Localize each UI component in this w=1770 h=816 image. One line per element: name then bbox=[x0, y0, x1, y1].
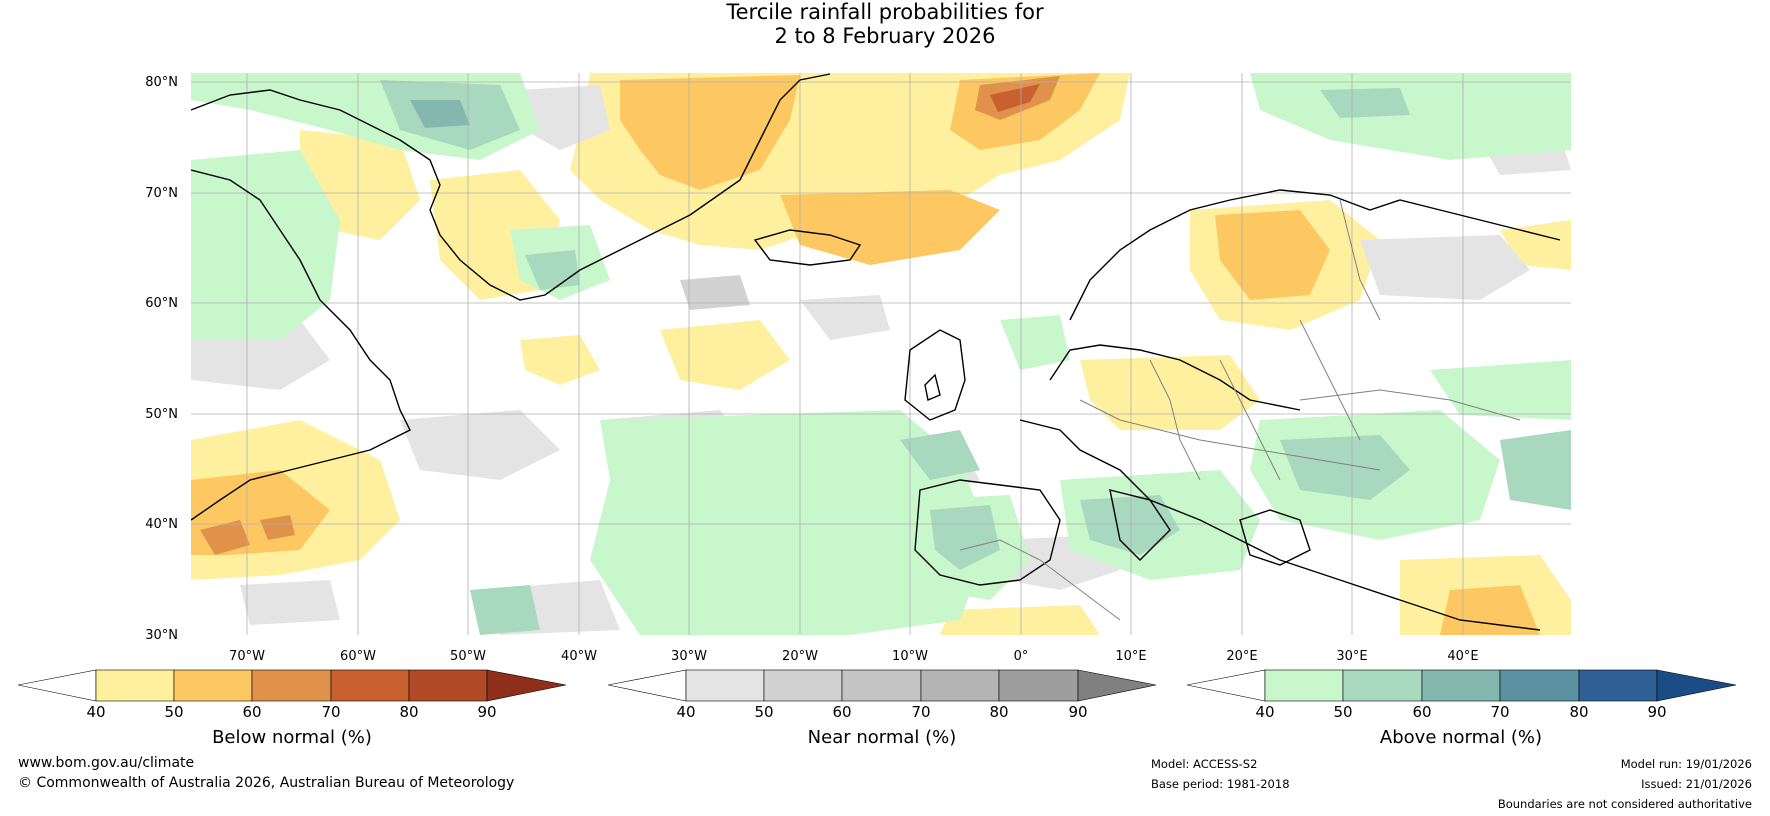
chart-title: Tercile rainfall probabilities for 2 to … bbox=[0, 0, 1770, 48]
lon-label-60w: 60°W bbox=[340, 649, 376, 664]
title-line-2: 2 to 8 February 2026 bbox=[774, 24, 996, 48]
below-tick-60: 60 bbox=[242, 703, 262, 721]
model-run-date: Model run: 19/01/2026 bbox=[1620, 757, 1752, 771]
lon-label-20e: 20°E bbox=[1226, 649, 1258, 664]
near-tick-70: 70 bbox=[911, 703, 931, 721]
below-normal-regions bbox=[191, 73, 1571, 635]
forecast-map bbox=[191, 73, 1571, 635]
lat-label-40n: 40°N bbox=[145, 517, 178, 532]
model-name: Model: ACCESS-S2 bbox=[1151, 757, 1258, 771]
colorbar-near bbox=[607, 669, 1157, 702]
below-tick-70: 70 bbox=[321, 703, 341, 721]
country-borders bbox=[959, 199, 1521, 621]
lon-label-40e: 40°E bbox=[1447, 649, 1479, 664]
graticule bbox=[191, 73, 1571, 635]
near-tick-40: 40 bbox=[676, 703, 696, 721]
lat-label-30n: 30°N bbox=[145, 628, 178, 643]
below-tick-80: 80 bbox=[399, 703, 419, 721]
lon-label-30e: 30°E bbox=[1336, 649, 1368, 664]
lon-label-10e: 10°E bbox=[1115, 649, 1147, 664]
below-normal-title: Below normal (%) bbox=[212, 727, 372, 748]
copyright-notice: © Commonwealth of Australia 2026, Austra… bbox=[18, 775, 515, 791]
lat-label-50n: 50°N bbox=[145, 407, 178, 422]
above-normal-regions bbox=[191, 73, 1571, 635]
issued-date: Issued: 21/01/2026 bbox=[1641, 777, 1752, 791]
lat-label-70n: 70°N bbox=[145, 186, 178, 201]
lon-label-70w: 70°W bbox=[229, 649, 265, 664]
lon-label-40w: 40°W bbox=[561, 649, 597, 664]
coastlines bbox=[191, 73, 1561, 631]
colorbars bbox=[17, 669, 1737, 702]
above-tick-60: 60 bbox=[1412, 703, 1432, 721]
boundaries-disclaimer: Boundaries are not considered authoritat… bbox=[1497, 797, 1752, 811]
near-tick-60: 60 bbox=[832, 703, 852, 721]
bom-url[interactable]: www.bom.gov.au/climate bbox=[18, 755, 195, 771]
above-normal-title: Above normal (%) bbox=[1379, 727, 1543, 748]
lon-label-30w: 30°W bbox=[671, 649, 707, 664]
lon-label-50w: 50°W bbox=[450, 649, 486, 664]
above-tick-80: 80 bbox=[1569, 703, 1589, 721]
lon-label-10w: 10°W bbox=[892, 649, 928, 664]
below-tick-50: 50 bbox=[164, 703, 184, 721]
near-tick-50: 50 bbox=[754, 703, 774, 721]
above-tick-90: 90 bbox=[1647, 703, 1667, 721]
above-tick-70: 70 bbox=[1490, 703, 1510, 721]
below-tick-90: 90 bbox=[477, 703, 497, 721]
lon-label-0: 0° bbox=[1013, 649, 1029, 664]
below-tick-40: 40 bbox=[86, 703, 106, 721]
colorbar-below bbox=[17, 669, 567, 702]
base-period: Base period: 1981-2018 bbox=[1151, 777, 1290, 791]
near-tick-80: 80 bbox=[989, 703, 1009, 721]
above-tick-40: 40 bbox=[1255, 703, 1275, 721]
near-normal-title: Near normal (%) bbox=[807, 727, 957, 748]
lat-label-80n: 80°N bbox=[145, 75, 178, 90]
lon-label-20w: 20°W bbox=[782, 649, 818, 664]
lat-label-60n: 60°N bbox=[145, 296, 178, 311]
near-tick-90: 90 bbox=[1068, 703, 1088, 721]
colorbar-above bbox=[1186, 669, 1737, 702]
above-tick-50: 50 bbox=[1333, 703, 1353, 721]
title-line-1: Tercile rainfall probabilities for bbox=[726, 0, 1044, 24]
